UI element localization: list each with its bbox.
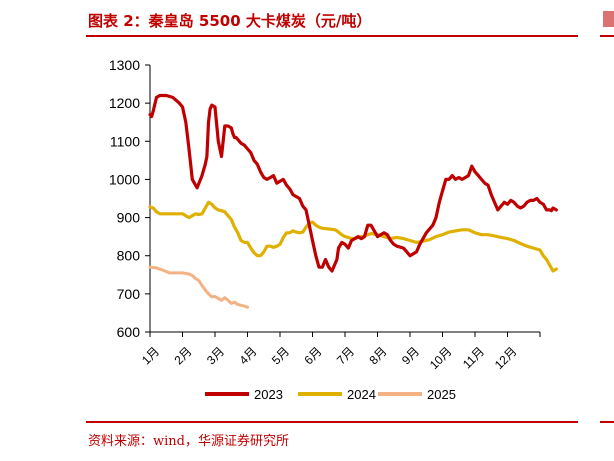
series-line-2024 — [148, 200, 558, 273]
x-axis-ticks: 1月 2月 3月 4月 5月 6月 7月 8月 9月 10月 11月 12月 — [139, 332, 541, 372]
x-tick-label: 8月 — [367, 344, 390, 367]
series-line-2025 — [148, 265, 249, 309]
y-tick-label: 1000 — [109, 171, 140, 187]
chart-legend: 2023 2024 2025 — [205, 387, 456, 402]
source-note: 资料来源：wind，华源证券研究所 — [88, 434, 289, 449]
series-layer — [148, 93, 558, 309]
title-divider — [86, 35, 578, 37]
x-tick-label: 12月 — [492, 344, 520, 372]
legend-label-2025: 2025 — [427, 387, 456, 402]
x-tick-label: 1月 — [139, 344, 162, 367]
x-tick-label: 5月 — [269, 344, 292, 367]
adjacent-figure-edge — [603, 11, 614, 27]
x-tick-label: 6月 — [302, 344, 325, 367]
y-tick-label: 900 — [117, 210, 141, 226]
adjacent-divider-bottom — [600, 421, 614, 423]
y-tick-label: 800 — [117, 248, 141, 264]
adjacent-divider-top — [600, 35, 614, 37]
x-tick-label: 11月 — [460, 344, 487, 371]
source-divider — [86, 421, 578, 423]
y-axis-ticks: 600 700 800 900 1000 1100 1200 1300 — [109, 57, 150, 340]
x-tick-label: 7月 — [334, 344, 357, 367]
y-tick-label: 600 — [117, 324, 141, 340]
x-tick-label: 3月 — [204, 344, 227, 367]
legend-label-2023: 2023 — [254, 387, 283, 402]
x-tick-label: 4月 — [237, 344, 260, 367]
y-tick-label: 1300 — [109, 57, 140, 73]
chart-title: 图表 2：秦皇岛 5500 大卡煤炭（元/吨） — [88, 12, 372, 30]
y-tick-label: 1100 — [110, 133, 140, 149]
x-tick-label: 9月 — [399, 344, 422, 367]
legend-label-2024: 2024 — [347, 387, 376, 402]
x-tick-label: 10月 — [427, 344, 455, 372]
y-tick-label: 1200 — [109, 95, 140, 111]
series-line-2023 — [148, 93, 558, 273]
x-tick-label: 2月 — [172, 344, 195, 367]
y-tick-label: 700 — [117, 286, 141, 302]
